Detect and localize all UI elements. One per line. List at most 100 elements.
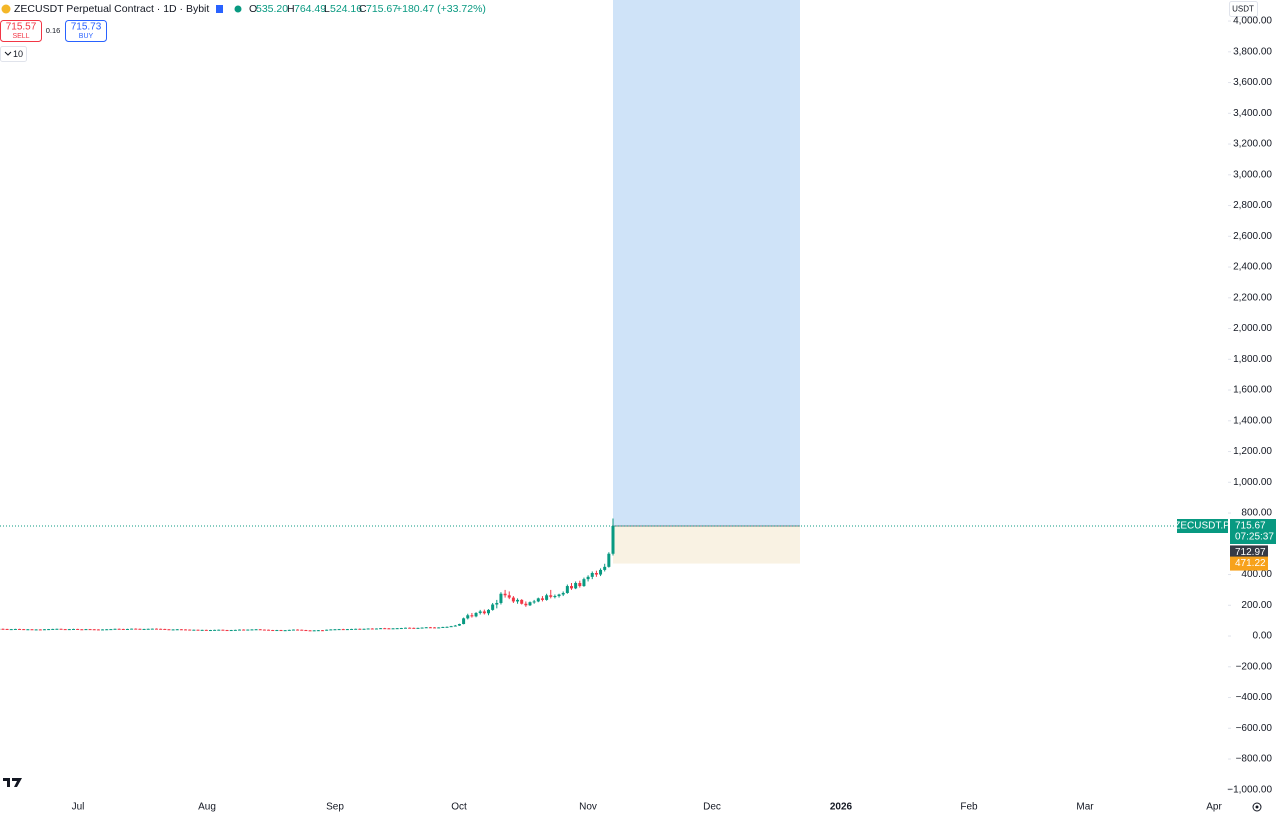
candle-body [180, 629, 183, 630]
candle-body [607, 554, 610, 567]
candle-body [138, 629, 141, 630]
candle-body [470, 615, 473, 616]
candle-body [147, 629, 150, 630]
symbol-title[interactable]: ZECUSDT Perpetual Contract · 1D · Bybit [14, 3, 209, 15]
candle-body [192, 630, 195, 631]
candle-body [184, 629, 187, 630]
candle-body [114, 629, 117, 630]
candle-body [570, 586, 573, 588]
x-tick-label: Nov [579, 802, 597, 813]
candle-body [226, 630, 229, 631]
candle-body [479, 611, 482, 613]
candle-body [354, 629, 357, 630]
candle-body [462, 618, 465, 624]
ohlc-o: 535.20 [256, 3, 288, 15]
candle-body [201, 630, 204, 631]
candle-body [76, 629, 79, 630]
candle-body [566, 586, 569, 593]
x-tick-label: Sep [326, 802, 344, 813]
candle-body [109, 629, 112, 630]
candle-body [487, 610, 490, 613]
y-tick-label: 2,200.00 [1233, 292, 1272, 303]
ohlc-change: +180.47 (+33.72%) [396, 3, 486, 15]
candle-body [495, 603, 498, 605]
y-tick-label: −400.00 [1236, 692, 1273, 703]
candle-body [392, 628, 395, 629]
y-tick-label: 3,600.00 [1233, 77, 1272, 88]
candle-body [524, 604, 527, 606]
candle-body [595, 573, 598, 575]
y-tick-label: −600.00 [1236, 723, 1273, 734]
spread: 0.16 [46, 26, 61, 35]
candle-body [280, 630, 283, 631]
y-tick-label: 3,400.00 [1233, 108, 1272, 119]
candle-body [466, 615, 469, 618]
candle-body [558, 595, 561, 597]
candle-body [371, 628, 374, 629]
indicators-count: 10 [13, 49, 23, 59]
candle-body [499, 594, 502, 603]
candle-body [458, 624, 461, 626]
candle-body [304, 630, 307, 631]
y-tick-label: 0.00 [1253, 631, 1273, 642]
candle-body [217, 630, 220, 631]
candle-body [209, 630, 212, 631]
candle-body [151, 629, 154, 630]
exchange-flag [216, 5, 223, 13]
candle-body [529, 602, 532, 605]
y-tick-label: 1,400.00 [1233, 415, 1272, 426]
candle-body [213, 630, 216, 631]
candle-body [255, 629, 258, 630]
candle-body [6, 629, 9, 630]
candle-body [533, 601, 536, 602]
stop-price: 471.22 [1235, 558, 1266, 569]
x-tick-label: Mar [1076, 802, 1094, 813]
y-tick-label: 3,000.00 [1233, 169, 1272, 180]
candle-body [238, 630, 241, 631]
candle-body [205, 630, 208, 631]
candle-body [39, 629, 42, 630]
y-tick-label: 4,000.00 [1233, 16, 1272, 27]
candle-body [197, 630, 200, 631]
ohlc-h: 764.49 [294, 3, 326, 15]
candle-body [31, 629, 34, 630]
y-tick-label: 1,600.00 [1233, 385, 1272, 396]
sell-label: SELL [12, 33, 29, 40]
candle-body [163, 629, 166, 630]
currency: USDT [1232, 5, 1254, 14]
candle-body [446, 627, 449, 628]
candle-body [221, 630, 224, 631]
candle-body [491, 605, 494, 610]
candle-body [363, 629, 366, 630]
market-status [235, 6, 242, 13]
candle-body [72, 629, 75, 630]
candle-body [375, 628, 378, 629]
mark-price: 712.97 [1235, 547, 1266, 558]
candle-body [51, 629, 54, 630]
candle-body [429, 627, 432, 628]
candle-body [47, 629, 50, 630]
candle-body [545, 595, 548, 600]
symbol-icon [2, 5, 11, 14]
candle-body [408, 628, 411, 629]
candle-body [263, 630, 266, 631]
candle-body [97, 629, 100, 630]
candle-body [516, 600, 519, 602]
candle-body [549, 595, 552, 597]
candle-body [367, 628, 370, 629]
buy-label: BUY [79, 33, 94, 40]
y-tick-label: 800.00 [1241, 508, 1272, 519]
y-tick-label: −800.00 [1236, 754, 1273, 765]
y-tick-label: 1,200.00 [1233, 446, 1272, 457]
candle-body [188, 630, 191, 631]
candle-body [250, 629, 253, 630]
x-tick-label: Apr [1206, 802, 1222, 813]
y-tick-label: 2,000.00 [1233, 323, 1272, 334]
candle-body [520, 600, 523, 604]
candle-body [271, 630, 274, 631]
candle-body [159, 629, 162, 630]
candle-body [134, 629, 137, 630]
candle-body [105, 629, 108, 630]
candle-body [234, 630, 237, 631]
position-target-zone [613, 0, 800, 526]
